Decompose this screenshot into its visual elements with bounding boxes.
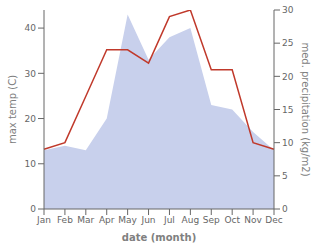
svg-text:Feb: Feb <box>57 215 73 225</box>
svg-text:Sep: Sep <box>203 215 220 225</box>
svg-text:Dec: Dec <box>265 215 282 225</box>
svg-text:Nov: Nov <box>244 215 262 225</box>
svg-text:30: 30 <box>282 5 294 15</box>
svg-text:Mar: Mar <box>77 215 94 225</box>
svg-text:10: 10 <box>25 159 37 169</box>
svg-text:Jan: Jan <box>36 215 51 225</box>
svg-text:med. precipitation (kg/m2): med. precipitation (kg/m2) <box>300 42 311 176</box>
svg-text:Jul: Jul <box>163 215 175 225</box>
svg-text:Aug: Aug <box>182 215 200 225</box>
svg-text:25: 25 <box>282 38 293 48</box>
svg-text:Jun: Jun <box>141 215 156 225</box>
svg-text:max temp (C): max temp (C) <box>7 75 18 144</box>
svg-text:20: 20 <box>25 114 37 124</box>
svg-text:10: 10 <box>282 138 294 148</box>
svg-text:5: 5 <box>282 171 288 181</box>
svg-text:May: May <box>118 215 137 225</box>
svg-text:15: 15 <box>282 105 293 115</box>
svg-text:20: 20 <box>282 72 294 82</box>
svg-text:date (month): date (month) <box>122 232 196 243</box>
svg-text:Apr: Apr <box>99 215 115 225</box>
svg-text:30: 30 <box>25 69 37 79</box>
svg-text:Oct: Oct <box>224 215 240 225</box>
svg-text:40: 40 <box>25 23 37 33</box>
svg-text:0: 0 <box>30 204 36 214</box>
svg-text:0: 0 <box>282 204 288 214</box>
